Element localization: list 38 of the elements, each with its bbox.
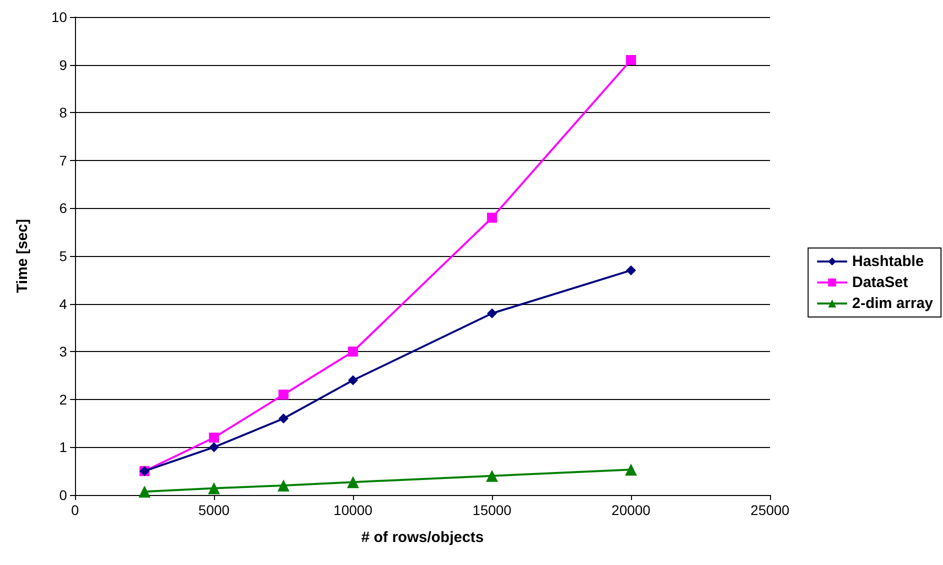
point (138, 486, 150, 498)
y-tick-label: 6 (59, 200, 68, 216)
point (626, 265, 636, 276)
x-tick-label: 0 (71, 502, 80, 518)
point (625, 464, 637, 476)
y-tick-label: 9 (59, 56, 68, 73)
y-tick-label: 5 (59, 248, 68, 264)
x-tick-label: 5000 (198, 502, 230, 518)
point (486, 470, 498, 482)
x-tick-label: 10000 (334, 502, 373, 518)
legend-label: 2-dim array (852, 295, 934, 312)
y-axis-title: Time [sec] (14, 219, 31, 293)
y-tick-label: 2 (59, 391, 68, 408)
y-tick-label: 8 (59, 104, 68, 121)
point (348, 375, 358, 386)
point (209, 442, 219, 452)
point (487, 212, 497, 223)
point (278, 479, 290, 492)
y-tick-label: 4 (59, 296, 68, 312)
x-tick-label: 20000 (612, 502, 651, 518)
point (208, 482, 220, 494)
x-tick-label: 25000 (750, 502, 790, 518)
legend-label: Hashtable (852, 253, 924, 270)
point (626, 55, 636, 66)
y-tick-label: 3 (59, 344, 68, 360)
x-axis-title: # of rows/objects (361, 529, 484, 546)
point (209, 432, 219, 443)
point (347, 476, 359, 488)
y-tick-label: 10 (51, 9, 68, 25)
point (487, 308, 497, 318)
point (348, 346, 358, 357)
point (278, 414, 288, 424)
y-tick-label: 1 (59, 439, 68, 456)
legend-label: DataSet (852, 274, 908, 291)
y-tick-label: 7 (59, 152, 68, 168)
point (278, 390, 288, 400)
x-tick-label: 15000 (472, 502, 512, 518)
y-tick-label: 0 (59, 487, 68, 503)
